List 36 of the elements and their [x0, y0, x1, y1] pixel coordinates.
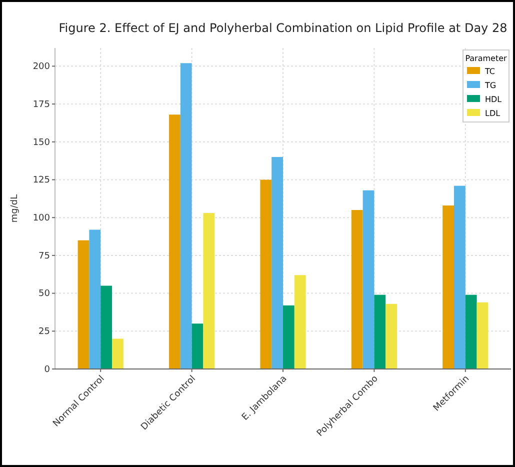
chart-title: Figure 2. Effect of EJ and Polyherbal Combination on Lipid Profile at Day 28 — [58, 21, 508, 35]
bar — [112, 338, 124, 369]
y-tick-label: 0 — [44, 364, 50, 375]
bar — [203, 213, 215, 369]
bar — [192, 324, 204, 369]
bar — [272, 157, 283, 369]
bar — [89, 230, 101, 369]
legend-label: TC — [484, 67, 496, 76]
y-tick-label: 150 — [32, 138, 50, 148]
bar — [100, 286, 112, 369]
bar — [260, 180, 272, 369]
y-tick-label: 75 — [38, 251, 50, 262]
legend-label: TG — [484, 81, 496, 90]
y-tick-label: 100 — [32, 213, 50, 224]
bar — [169, 114, 180, 369]
bar — [78, 240, 90, 369]
y-tick-label: 25 — [38, 327, 50, 338]
y-tick-label: 200 — [32, 62, 50, 72]
y-tick-label: 50 — [38, 289, 50, 300]
y-tick-label: 175 — [32, 100, 50, 110]
bar — [362, 190, 374, 369]
legend-title: Parameter — [465, 54, 508, 63]
bar — [351, 210, 363, 369]
bar — [442, 205, 454, 369]
bar — [386, 304, 397, 369]
bar — [476, 302, 488, 369]
bar — [374, 294, 386, 369]
bar — [294, 275, 306, 369]
bar — [465, 294, 477, 369]
legend-label: LDL — [485, 109, 501, 118]
bar — [180, 63, 192, 369]
y-axis-title: mg/dL — [10, 194, 20, 223]
bar — [454, 186, 466, 369]
bar — [283, 305, 294, 369]
legend-label: HDL — [485, 95, 502, 104]
y-tick-label: 125 — [32, 176, 50, 186]
